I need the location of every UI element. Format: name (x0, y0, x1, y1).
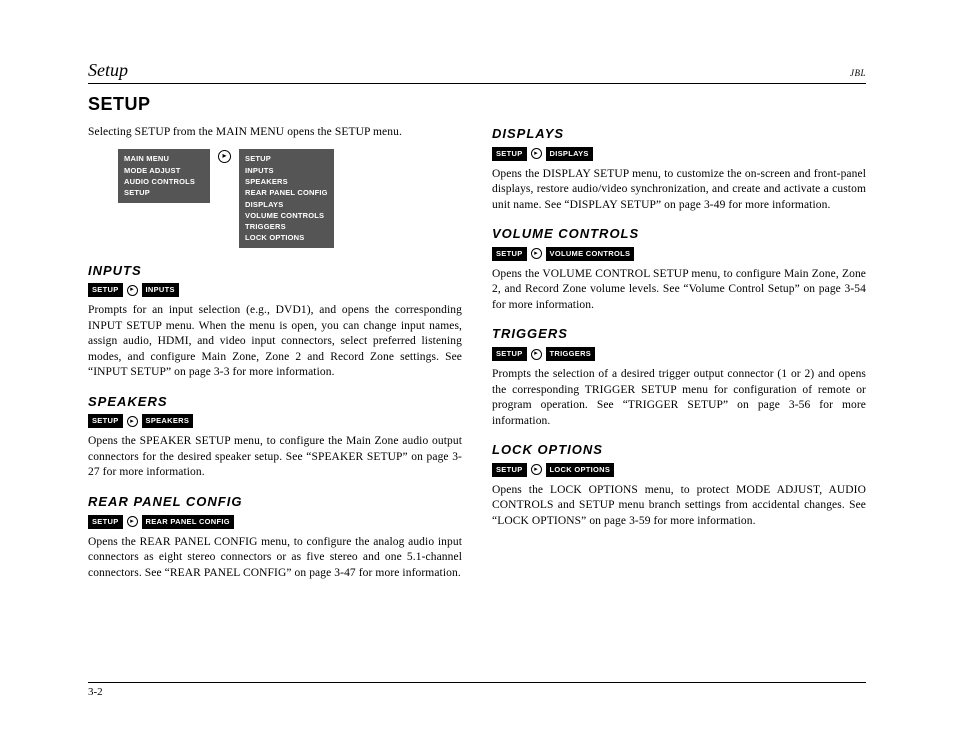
chip-setup: SETUP (88, 283, 123, 297)
breadcrumb: SETUP ▸ DISPLAYS (492, 147, 866, 161)
section-heading-volume: VOLUME CONTROLS (492, 225, 866, 243)
running-header: Setup JBL (88, 60, 866, 84)
menu-item: SETUP (124, 187, 204, 198)
breadcrumb: SETUP ▸ SPEAKERS (88, 414, 462, 428)
chip-setup: SETUP (492, 463, 527, 477)
left-column: Selecting SETUP from the MAIN MENU opens… (88, 125, 462, 589)
chip-inputs: INPUTS (142, 283, 179, 297)
section-heading-speakers: SPEAKERS (88, 393, 462, 411)
chip-setup: SETUP (492, 347, 527, 361)
menu-preview: MAIN MENU MODE ADJUST AUDIO CONTROLS SET… (118, 149, 462, 248)
chip-triggers: TRIGGERS (546, 347, 596, 361)
section-heading-lock: LOCK OPTIONS (492, 441, 866, 459)
section-body: Opens the DISPLAY SETUP menu, to customi… (492, 167, 866, 214)
arrow-right-icon: ▸ (531, 248, 542, 259)
setup-menu-box: SETUP INPUTS SPEAKERS REAR PANEL CONFIG … (239, 149, 334, 248)
breadcrumb: SETUP ▸ REAR PANEL CONFIG (88, 515, 462, 529)
arrow-right-icon: ▸ (127, 516, 138, 527)
chip-setup: SETUP (492, 147, 527, 161)
menu-item: AUDIO CONTROLS (124, 176, 204, 187)
chip-speakers: SPEAKERS (142, 414, 194, 428)
breadcrumb: SETUP ▸ LOCK OPTIONS (492, 463, 866, 477)
menu-item: SPEAKERS (245, 176, 328, 187)
page-footer: 3-2 (88, 682, 866, 698)
section-heading-inputs: INPUTS (88, 262, 462, 280)
content-columns: Selecting SETUP from the MAIN MENU opens… (88, 125, 866, 589)
chip-setup: SETUP (492, 247, 527, 261)
section-heading-rear: REAR PANEL CONFIG (88, 493, 462, 511)
section-body: Opens the SPEAKER SETUP menu, to configu… (88, 434, 462, 481)
section-heading-triggers: TRIGGERS (492, 325, 866, 343)
page-title: SETUP (88, 94, 866, 115)
arrow-right-icon: ▸ (531, 349, 542, 360)
section-body: Prompts for an input selection (e.g., DV… (88, 303, 462, 381)
breadcrumb: SETUP ▸ VOLUME CONTROLS (492, 247, 866, 261)
brand-label: JBL (850, 68, 866, 78)
chip-rear: REAR PANEL CONFIG (142, 515, 234, 529)
arrow-right-icon: ▸ (127, 416, 138, 427)
chip-setup: SETUP (88, 414, 123, 428)
menu-item: LOCK OPTIONS (245, 232, 328, 243)
menu-item: TRIGGERS (245, 221, 328, 232)
menu-item: INPUTS (245, 165, 328, 176)
arrow-right-icon: ▸ (218, 150, 231, 163)
chip-lock: LOCK OPTIONS (546, 463, 615, 477)
arrow-right-icon: ▸ (127, 285, 138, 296)
right-column: DISPLAYS SETUP ▸ DISPLAYS Opens the DISP… (492, 125, 866, 589)
breadcrumb: SETUP ▸ TRIGGERS (492, 347, 866, 361)
menu-item: MODE ADJUST (124, 165, 204, 176)
section-heading-displays: DISPLAYS (492, 125, 866, 143)
chip-setup: SETUP (88, 515, 123, 529)
breadcrumb: SETUP ▸ INPUTS (88, 283, 462, 297)
chip-volume: VOLUME CONTROLS (546, 247, 635, 261)
running-title: Setup (88, 60, 128, 81)
menu-item: DISPLAYS (245, 199, 328, 210)
menu-item: VOLUME CONTROLS (245, 210, 328, 221)
arrow-right-icon: ▸ (531, 148, 542, 159)
menu-item: REAR PANEL CONFIG (245, 187, 328, 198)
menu-header: SETUP (245, 153, 328, 164)
intro-text: Selecting SETUP from the MAIN MENU opens… (88, 125, 462, 141)
chip-displays: DISPLAYS (546, 147, 593, 161)
section-body: Opens the REAR PANEL CONFIG menu, to con… (88, 535, 462, 582)
page-number: 3-2 (88, 686, 103, 698)
section-body: Opens the LOCK OPTIONS menu, to protect … (492, 483, 866, 530)
main-menu-box: MAIN MENU MODE ADJUST AUDIO CONTROLS SET… (118, 149, 210, 203)
section-body: Opens the VOLUME CONTROL SETUP menu, to … (492, 267, 866, 314)
menu-header: MAIN MENU (124, 153, 204, 164)
arrow-right-icon: ▸ (531, 464, 542, 475)
section-body: Prompts the selection of a desired trigg… (492, 367, 866, 429)
